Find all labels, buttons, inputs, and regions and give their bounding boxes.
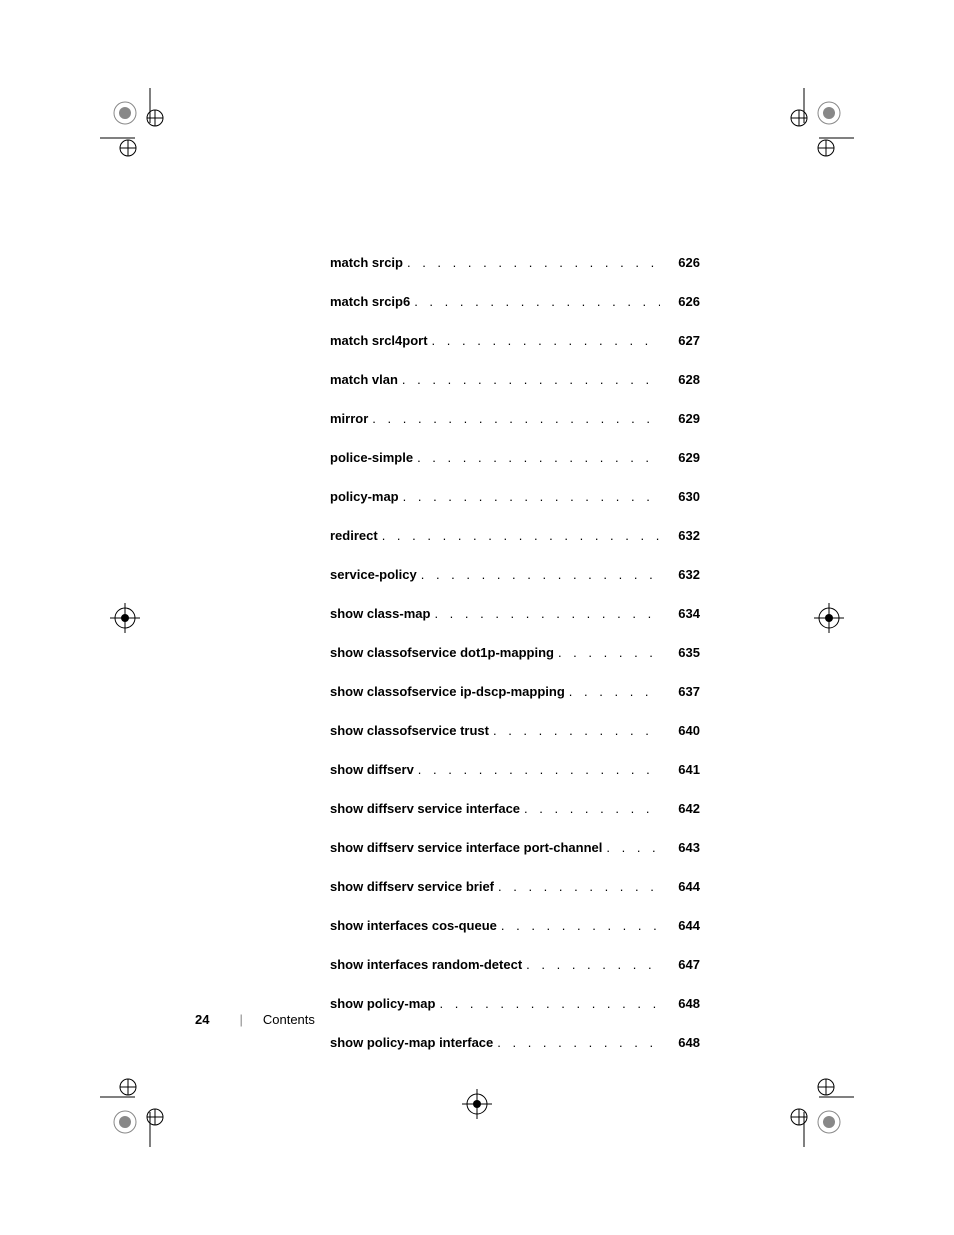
toc-entry-label[interactable]: show policy-map [330, 996, 435, 1011]
page-footer: 24 | Contents [195, 1012, 315, 1027]
toc-entry-page[interactable]: 641 [660, 762, 700, 777]
toc-leader-dots: . . . . . . . . . . . . . . . . . . . . … [399, 489, 660, 504]
toc-leader-dots: . . . . . . . . . . . . . . . . . . . . … [403, 255, 660, 270]
crop-mark-bottom-right [774, 1067, 854, 1147]
toc-row: redirect. . . . . . . . . . . . . . . . … [330, 528, 700, 543]
toc-leader-dots: . . . . . . . . . . . . . . . . . . . . … [522, 957, 660, 972]
toc-entry-label[interactable]: match vlan [330, 372, 398, 387]
toc-entry-label[interactable]: service-policy [330, 567, 417, 582]
toc-entry-page[interactable]: 635 [660, 645, 700, 660]
toc-entry-label[interactable]: show classofservice dot1p-mapping [330, 645, 554, 660]
toc-entry-label[interactable]: show diffserv service interface port-cha… [330, 840, 602, 855]
toc-leader-dots: . . . . . . . . . . . . . . . . . . . . … [489, 723, 660, 738]
toc-row: show class-map. . . . . . . . . . . . . … [330, 606, 700, 621]
toc-leader-dots: . . . . . . . . . . . . . . . . . . . . … [494, 879, 660, 894]
toc-entry-label[interactable]: show classofservice trust [330, 723, 489, 738]
toc-row: policy-map. . . . . . . . . . . . . . . … [330, 489, 700, 504]
crop-mark-mid-right [804, 593, 854, 643]
toc-leader-dots: . . . . . . . . . . . . . . . . . . . . … [602, 840, 660, 855]
toc-leader-dots: . . . . . . . . . . . . . . . . . . . . … [554, 645, 660, 660]
toc-entry-page[interactable]: 642 [660, 801, 700, 816]
toc-entry-label[interactable]: show diffserv [330, 762, 414, 777]
toc-row: match srcip. . . . . . . . . . . . . . .… [330, 255, 700, 270]
toc-leader-dots: . . . . . . . . . . . . . . . . . . . . … [430, 606, 660, 621]
crop-mark-bottom-center [452, 1079, 502, 1129]
toc-leader-dots: . . . . . . . . . . . . . . . . . . . . … [413, 450, 660, 465]
toc-entry-label[interactable]: match srcip6 [330, 294, 410, 309]
toc-entry-page[interactable]: 643 [660, 840, 700, 855]
toc-entry-label[interactable]: show policy-map interface [330, 1035, 493, 1050]
toc-row: match srcl4port. . . . . . . . . . . . .… [330, 333, 700, 348]
toc-leader-dots: . . . . . . . . . . . . . . . . . . . . … [368, 411, 660, 426]
toc-leader-dots: . . . . . . . . . . . . . . . . . . . . … [417, 567, 660, 582]
toc-entry-page[interactable]: 634 [660, 606, 700, 621]
toc-entry-page[interactable]: 628 [660, 372, 700, 387]
toc-row: show classofservice dot1p-mapping. . . .… [330, 645, 700, 660]
toc-entry-label[interactable]: show diffserv service brief [330, 879, 494, 894]
toc-row: service-policy. . . . . . . . . . . . . … [330, 567, 700, 582]
page-number: 24 [195, 1012, 209, 1027]
toc-entry-label[interactable]: show diffserv service interface [330, 801, 520, 816]
toc-row: match srcip6. . . . . . . . . . . . . . … [330, 294, 700, 309]
toc-leader-dots: . . . . . . . . . . . . . . . . . . . . … [378, 528, 660, 543]
toc-list: match srcip. . . . . . . . . . . . . . .… [330, 255, 700, 1074]
toc-entry-page[interactable]: 632 [660, 567, 700, 582]
toc-entry-label[interactable]: mirror [330, 411, 368, 426]
toc-entry-label[interactable]: match srcip [330, 255, 403, 270]
toc-leader-dots: . . . . . . . . . . . . . . . . . . . . … [493, 1035, 660, 1050]
toc-row: show policy-map. . . . . . . . . . . . .… [330, 996, 700, 1011]
toc-entry-label[interactable]: show interfaces cos-queue [330, 918, 497, 933]
toc-entry-page[interactable]: 629 [660, 450, 700, 465]
crop-mark-top-right [774, 88, 854, 168]
toc-leader-dots: . . . . . . . . . . . . . . . . . . . . … [520, 801, 660, 816]
toc-entry-page[interactable]: 644 [660, 879, 700, 894]
toc-row: show diffserv. . . . . . . . . . . . . .… [330, 762, 700, 777]
toc-row: show policy-map interface. . . . . . . .… [330, 1035, 700, 1050]
toc-leader-dots: . . . . . . . . . . . . . . . . . . . . … [414, 762, 660, 777]
toc-entry-page[interactable]: 637 [660, 684, 700, 699]
crop-mark-top-left [100, 88, 180, 168]
toc-entry-page[interactable]: 629 [660, 411, 700, 426]
toc-row: show diffserv service interface port-cha… [330, 840, 700, 855]
toc-row: show interfaces cos-queue. . . . . . . .… [330, 918, 700, 933]
toc-leader-dots: . . . . . . . . . . . . . . . . . . . . … [410, 294, 660, 309]
toc-entry-page[interactable]: 626 [660, 255, 700, 270]
toc-row: police-simple. . . . . . . . . . . . . .… [330, 450, 700, 465]
toc-entry-page[interactable]: 640 [660, 723, 700, 738]
toc-entry-page[interactable]: 630 [660, 489, 700, 504]
toc-entry-page[interactable]: 632 [660, 528, 700, 543]
toc-row: match vlan. . . . . . . . . . . . . . . … [330, 372, 700, 387]
toc-entry-page[interactable]: 627 [660, 333, 700, 348]
toc-row: show diffserv service interface. . . . .… [330, 801, 700, 816]
toc-entry-page[interactable]: 644 [660, 918, 700, 933]
toc-entry-page[interactable]: 626 [660, 294, 700, 309]
toc-entry-page[interactable]: 648 [660, 996, 700, 1011]
crop-mark-bottom-left [100, 1067, 180, 1147]
toc-leader-dots: . . . . . . . . . . . . . . . . . . . . … [565, 684, 660, 699]
toc-row: mirror. . . . . . . . . . . . . . . . . … [330, 411, 700, 426]
toc-entry-page[interactable]: 648 [660, 1035, 700, 1050]
toc-row: show classofservice trust. . . . . . . .… [330, 723, 700, 738]
toc-entry-label[interactable]: show classofservice ip-dscp-mapping [330, 684, 565, 699]
toc-row: show interfaces random-detect. . . . . .… [330, 957, 700, 972]
toc-leader-dots: . . . . . . . . . . . . . . . . . . . . … [398, 372, 660, 387]
toc-leader-dots: . . . . . . . . . . . . . . . . . . . . … [497, 918, 660, 933]
toc-entry-label[interactable]: policy-map [330, 489, 399, 504]
toc-leader-dots: . . . . . . . . . . . . . . . . . . . . … [428, 333, 660, 348]
toc-entry-label[interactable]: match srcl4port [330, 333, 428, 348]
footer-section-label: Contents [263, 1012, 315, 1027]
toc-leader-dots: . . . . . . . . . . . . . . . . . . . . … [435, 996, 660, 1011]
toc-entry-label[interactable]: show interfaces random-detect [330, 957, 522, 972]
toc-entry-label[interactable]: police-simple [330, 450, 413, 465]
crop-mark-mid-left [100, 593, 150, 643]
page: match srcip. . . . . . . . . . . . . . .… [0, 0, 954, 1235]
toc-entry-page[interactable]: 647 [660, 957, 700, 972]
toc-entry-label[interactable]: redirect [330, 528, 378, 543]
footer-separator: | [239, 1012, 242, 1027]
toc-row: show diffserv service brief. . . . . . .… [330, 879, 700, 894]
toc-entry-label[interactable]: show class-map [330, 606, 430, 621]
toc-row: show classofservice ip-dscp-mapping. . .… [330, 684, 700, 699]
